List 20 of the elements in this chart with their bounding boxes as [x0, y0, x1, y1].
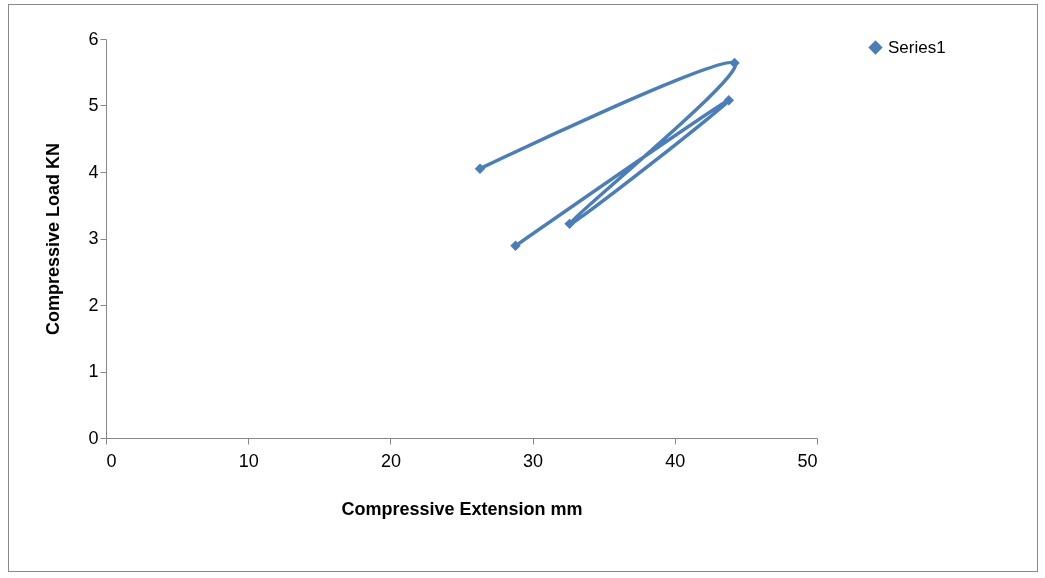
point	[564, 218, 575, 230]
x-tick-label: 0	[106, 450, 117, 471]
y-tick-label: 5	[88, 95, 99, 115]
point	[510, 240, 521, 252]
y-axis-title: Compressive Load KN	[43, 142, 64, 336]
x-tick-label: 30	[523, 450, 544, 471]
x-tick-label: 20	[380, 450, 401, 471]
point	[474, 163, 486, 174]
y-tick-label: 1	[88, 361, 99, 381]
y-tick-label: 2	[88, 294, 99, 315]
x-tick-label: 40	[665, 450, 686, 471]
x-tick-label: 10	[238, 450, 259, 471]
y-tick-label: 4	[88, 161, 99, 182]
y-tick-label: 3	[88, 228, 99, 248]
x-tick-label: 50	[797, 450, 818, 471]
x-axis-title: Compressive Extension mm	[341, 498, 583, 519]
legend-label: Series1	[888, 37, 946, 57]
point	[723, 94, 735, 106]
y-tick-label: 0	[88, 427, 99, 448]
y-tick-label: 6	[88, 28, 99, 49]
